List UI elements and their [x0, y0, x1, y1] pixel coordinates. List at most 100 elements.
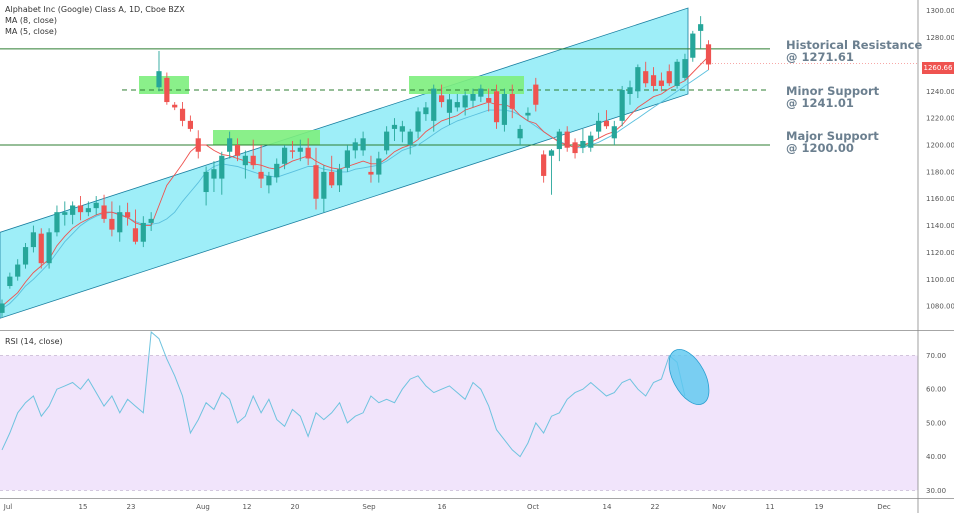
candle-body: [548, 150, 555, 156]
candle-body: [242, 155, 248, 166]
candle-body: [0, 303, 5, 313]
trend-channel: [0, 7, 689, 319]
time-tick-label: Dec: [877, 503, 891, 511]
time-tick-label: Nov: [712, 503, 726, 511]
time-tick-label: 16: [438, 503, 447, 511]
price-pane: [0, 7, 918, 319]
candle-body: [439, 95, 445, 103]
minor-support-annotation: Minor Support @ 1241.01: [786, 85, 879, 109]
candle-body: [195, 138, 201, 152]
highlight-zone-1: [139, 76, 189, 94]
price-tick-label: 1200.00: [926, 142, 954, 150]
candle-body: [38, 233, 44, 264]
candle-body: [46, 232, 52, 264]
candle-body: [446, 99, 453, 113]
last-price-tag: 1260.66: [922, 62, 954, 74]
time-tick-label: 12: [243, 503, 252, 511]
candle-body: [140, 222, 146, 242]
candle-body: [329, 171, 335, 186]
time-tick-label: 20: [291, 503, 300, 511]
major-support-annotation: Major Support @ 1200.00: [786, 130, 879, 154]
price-tick-label: 1160.00: [926, 195, 954, 203]
candle-body: [305, 147, 311, 159]
candle-body: [698, 24, 704, 31]
candle-body: [368, 171, 374, 175]
candle-body: [85, 208, 91, 213]
candle-body: [258, 171, 264, 179]
time-tick-label: Sep: [362, 503, 376, 511]
candle-body: [376, 158, 382, 175]
time-tick-label: 11: [766, 503, 775, 511]
candle-body: [431, 88, 437, 121]
candle-body: [250, 155, 256, 166]
rsi-tick-label: 70.00: [926, 352, 946, 360]
rsi-band: [0, 355, 918, 491]
candle-body: [219, 155, 225, 179]
legend-ma5: MA (5, close): [5, 27, 57, 36]
candle-body: [580, 141, 586, 148]
resistance-label: Historical Resistance: [786, 38, 923, 52]
candle-body: [77, 205, 84, 213]
candle-body: [619, 89, 625, 121]
price-tick-label: 1240.00: [926, 88, 954, 96]
candle-body: [203, 171, 209, 193]
candle-body: [274, 163, 280, 178]
candle-body: [117, 212, 123, 233]
time-tick-label: 23: [127, 503, 136, 511]
candle-body: [234, 145, 241, 156]
candle-body: [690, 33, 696, 58]
candle-body: [423, 107, 429, 115]
price-tick-label: 1140.00: [926, 222, 954, 230]
candle-body: [164, 77, 170, 103]
candle-body: [187, 120, 193, 129]
candle-body: [635, 67, 641, 92]
candle-body: [30, 232, 36, 248]
resistance-value: @ 1271.61: [786, 50, 854, 64]
time-tick-label: 19: [815, 503, 824, 511]
candle-body: [313, 165, 319, 199]
time-tick-label: Oct: [527, 503, 539, 511]
rsi-tick-label: 30.00: [926, 487, 946, 495]
chart-title: Alphabet Inc (Google) Class A, 1D, Cboe …: [5, 5, 185, 14]
candle-body: [70, 205, 76, 215]
rsi-highlight-ellipse: [668, 349, 710, 405]
price-tick-label: 1280.00: [926, 34, 954, 42]
candle-body: [501, 94, 507, 125]
candle-body: [486, 98, 492, 103]
time-tick-label: Jul: [3, 503, 13, 511]
candle-body: [109, 218, 115, 230]
candle-body: [101, 205, 107, 219]
candle-body: [705, 44, 712, 65]
candle-body: [627, 87, 633, 94]
legend-ma8: MA (8, close): [5, 16, 57, 25]
price-tick-label: 1100.00: [926, 276, 954, 284]
rsi-pane: [0, 330, 918, 491]
highlight-zone-3: [409, 76, 524, 94]
candle-body: [391, 124, 398, 129]
major-support-label: Major Support: [786, 129, 879, 143]
candle-body: [674, 61, 680, 86]
candle-body: [666, 71, 672, 84]
candle-body: [93, 202, 99, 209]
candle-body: [470, 94, 476, 101]
rsi-tick-label: 50.00: [926, 419, 946, 427]
candle-body: [321, 171, 327, 199]
candle-body: [643, 71, 649, 84]
candle-body: [54, 212, 60, 233]
candle-body: [588, 135, 594, 148]
minor-support-label: Minor Support: [786, 84, 880, 98]
candle-body: [125, 212, 131, 218]
candle-body: [336, 169, 343, 186]
candle-body: [603, 120, 610, 127]
price-tick-label: 1300.00: [926, 7, 954, 15]
candle-body: [22, 247, 29, 265]
highlight-zone-2: [213, 130, 320, 145]
candle-body: [454, 102, 460, 108]
candle-body: [399, 126, 405, 132]
candle-body: [156, 71, 162, 88]
candle-body: [384, 131, 390, 151]
candle-body: [564, 131, 570, 148]
candle-body: [227, 138, 233, 152]
candle-body: [179, 108, 186, 121]
candle-body: [211, 169, 217, 179]
